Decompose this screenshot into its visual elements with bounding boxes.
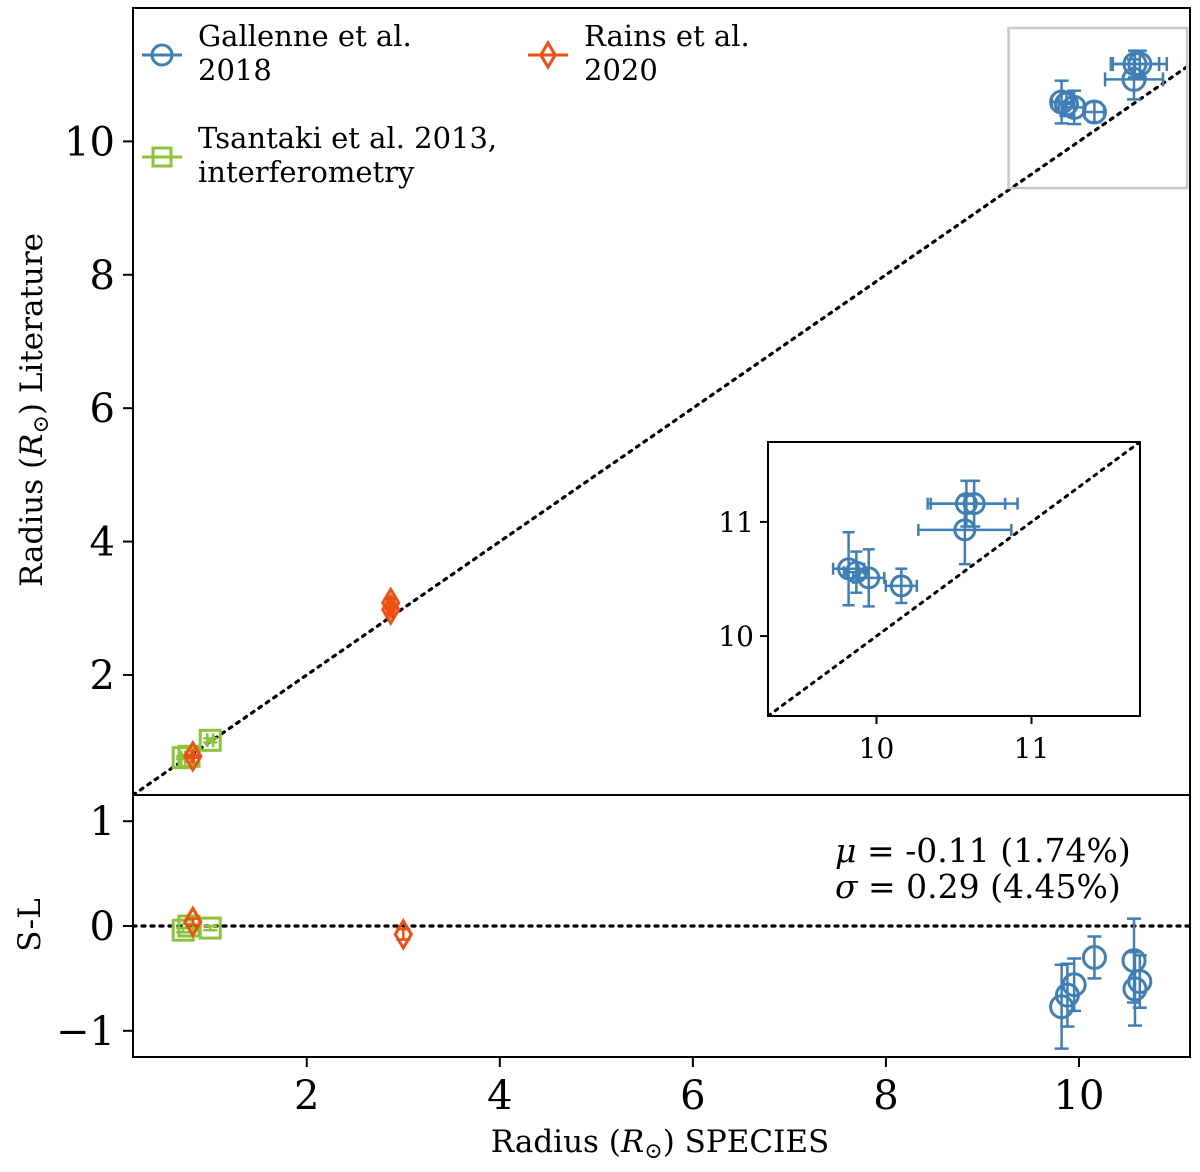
- top-y-tick-label: 4: [90, 520, 115, 566]
- inset-x-tick-label: 11: [1014, 732, 1050, 765]
- top-plot-area: [133, 26, 1190, 795]
- x-tick-label: 8: [873, 1073, 898, 1119]
- inset-gallenne-point: [889, 574, 913, 598]
- tsantaki-residual-point: [171, 918, 195, 942]
- x-axis: 2 4 6 8 10: [294, 1057, 1104, 1119]
- x-tick-label: 6: [680, 1073, 705, 1119]
- inset-gallenne-point: [844, 560, 868, 584]
- mu-annotation: μ = -0.11 (1.74%): [835, 831, 1131, 870]
- bottom-plot-area: [133, 905, 1190, 1050]
- inset-x-tick-label: 10: [859, 732, 895, 765]
- bottom-y-tick-label: 1: [90, 799, 115, 845]
- inset-gallenne-point: [962, 492, 986, 516]
- top-y-tick-label: 10: [64, 119, 115, 165]
- legend-entry-rains: Rains et al.2020: [528, 19, 750, 87]
- legend-label-line1: Gallenne et al.: [198, 19, 412, 53]
- rains-residual-point: [393, 917, 414, 951]
- gallenne-residual-point: [1061, 972, 1087, 998]
- gallenne-residual-point: [1081, 944, 1107, 970]
- inset-y-tick-label: 11: [718, 506, 754, 539]
- top-y-tick-label: 6: [90, 386, 115, 432]
- bottom-y-tick-label: −1: [56, 1009, 115, 1055]
- inset-y-tick-label: 10: [718, 620, 754, 653]
- x-tick-label: 10: [1054, 1073, 1105, 1119]
- gallenne-residual-point: [1127, 969, 1153, 995]
- gallenne-point: [1081, 99, 1107, 125]
- legend: Gallenne et al.2018 Rains et al.2020 Tsant…: [142, 19, 750, 189]
- tsantaki-point: [177, 744, 201, 768]
- rains-residual-point: [183, 905, 203, 939]
- rains-point: [380, 593, 401, 627]
- bottom-panel: −1 0 1: [56, 794, 1191, 1058]
- legend-label-line1: Rains et al.: [584, 19, 750, 53]
- tsantaki-residual-point: [198, 916, 222, 940]
- inset-panel: 10 11 10 11: [718, 441, 1141, 765]
- residual-series-rains: [183, 905, 414, 951]
- tsantaki-point: [198, 728, 222, 752]
- legend-marker-tsantaki: [151, 146, 173, 168]
- y-axis-title: Radius (R⊙) Literature: [14, 233, 54, 587]
- legend-entry-tsantaki: Tsantaki et al. 2013,interferometry: [142, 121, 497, 189]
- legend-entry-gallenne: Gallenne et al.2018: [142, 19, 412, 87]
- legend-marker-rains: [539, 39, 557, 71]
- legend-label-line2: 2020: [584, 53, 658, 87]
- legend-marker-gallenne: [150, 43, 174, 67]
- residual-series-gallenne: [1049, 917, 1153, 1050]
- legend-label-line2: 2018: [198, 53, 272, 87]
- legend-label-line1: Tsantaki et al. 2013,: [198, 121, 497, 155]
- top-y-tick-label: 2: [90, 653, 115, 699]
- inset-highlight-box: [1007, 26, 1189, 190]
- gallenne-residual-point: [1049, 994, 1075, 1020]
- x-tick-label: 4: [487, 1073, 512, 1119]
- sigma-annotation: σ = 0.29 (4.45%): [835, 867, 1121, 906]
- series-rains: [183, 586, 401, 773]
- gallenne-point: [1127, 51, 1153, 77]
- x-axis-title: Radius (R⊙) SPECIES: [491, 1124, 829, 1164]
- inset-gallenne-point: [953, 518, 977, 542]
- inset-gallenne-point: [857, 566, 881, 590]
- inset-background: [768, 442, 1140, 716]
- legend-label-line2: interferometry: [198, 155, 415, 189]
- rains-point: [183, 739, 203, 773]
- bottom-y-axis-title: S-L: [12, 898, 48, 951]
- one-to-one-line: [133, 63, 1190, 795]
- rains-point: [380, 586, 401, 620]
- x-tick-label: 2: [294, 1073, 319, 1119]
- inset-plot-area: [768, 442, 1140, 716]
- inset-frame: [767, 441, 1141, 717]
- bottom-y-tick-label: 0: [90, 904, 115, 950]
- series-gallenne: [1049, 49, 1169, 126]
- top-y-tick-label: 8: [90, 253, 115, 299]
